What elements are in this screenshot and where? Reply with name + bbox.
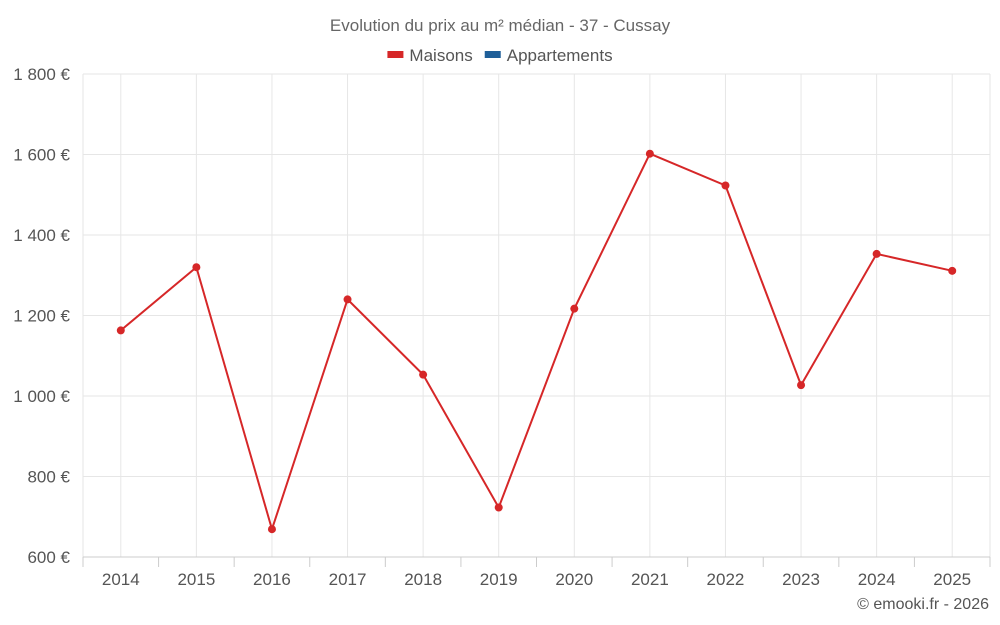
data-point-2015[interactable]: [192, 263, 201, 272]
legend: Maisons Appartements: [387, 46, 613, 65]
x-tick-label: 2020: [555, 570, 593, 589]
x-tick-label: 2025: [933, 570, 971, 589]
chart-title: Evolution du prix au m² médian - 37 - Cu…: [330, 16, 671, 35]
data-point-2025[interactable]: [948, 266, 957, 275]
x-tick-label: 2016: [253, 570, 291, 589]
data-point-2019[interactable]: [494, 503, 503, 512]
y-tick-label: 1 200 €: [13, 307, 70, 326]
data-point-2022[interactable]: [721, 181, 730, 190]
x-tick-label: 2019: [480, 570, 518, 589]
y-tick-label: 1 600 €: [13, 146, 70, 165]
y-axis: 600 € 800 € 1 000 € 1 200 € 1 400 € 1 600 € 1 …: [13, 65, 70, 567]
y-tick-label: 1 400 €: [13, 226, 70, 245]
data-point-2016[interactable]: [267, 525, 276, 534]
y-tick-label: 1 800 €: [13, 65, 70, 84]
data-point-2023[interactable]: [797, 381, 806, 390]
x-tick-label: 2017: [329, 570, 367, 589]
x-tick-label: 2022: [707, 570, 745, 589]
credit-text: © emooki.fr - 2026: [857, 596, 989, 613]
y-tick-label: 600 €: [27, 548, 70, 567]
y-tick-label: 1 000 €: [13, 387, 70, 406]
x-tick-label: 2015: [177, 570, 215, 589]
series-line-maisons: [120, 152, 953, 533]
x-tick-label: 2018: [404, 570, 442, 589]
data-point-2024[interactable]: [872, 249, 881, 258]
grid: [82, 73, 991, 557]
x-tick-label: 2023: [782, 570, 820, 589]
y-tick-label: 800 €: [27, 468, 70, 487]
legend-swatch-appartements: [484, 51, 501, 58]
data-point-2014[interactable]: [116, 326, 125, 335]
legend-swatch-maisons: [387, 51, 404, 58]
x-axis: 2014 2015 2016 2017 2018 2019 2020 2021 2022 2023…: [82, 556, 991, 589]
data-point-2021[interactable]: [645, 149, 654, 158]
data-point-2017[interactable]: [343, 295, 352, 304]
data-point-2020[interactable]: [570, 304, 579, 313]
x-tick-label: 2021: [631, 570, 669, 589]
data-point-2018[interactable]: [419, 370, 428, 379]
x-tick-label: 2024: [858, 570, 896, 589]
series-layer: [116, 149, 957, 534]
legend-label-maisons[interactable]: Maisons: [409, 46, 472, 65]
x-tick-label: 2014: [102, 570, 140, 589]
legend-label-appartements[interactable]: Appartements: [507, 46, 613, 65]
